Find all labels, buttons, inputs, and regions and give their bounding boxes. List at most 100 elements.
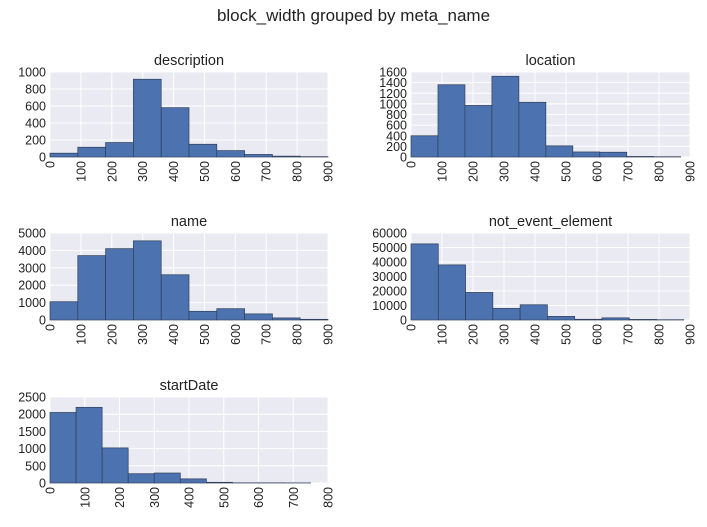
x-tick-label: 100: [78, 487, 92, 508]
y-tick-label: 0: [39, 477, 46, 491]
x-tick-label: 100: [436, 161, 450, 182]
y-tick-label: 2500: [18, 391, 46, 405]
y-tick-label: 20000: [372, 285, 407, 299]
histogram-bar: [492, 308, 521, 321]
x-tick-label: 100: [436, 324, 450, 345]
x-tick-label: 900: [684, 161, 698, 182]
x-tick-label: 800: [291, 324, 305, 345]
x-tick-label: 400: [529, 324, 543, 345]
y-tick-label: 4000: [18, 244, 46, 258]
x-tick-label: 100: [74, 161, 88, 182]
y-tick-label: 1000: [18, 66, 46, 80]
y-tick-label: 1000: [18, 442, 46, 456]
x-tick-label: 600: [229, 161, 243, 182]
y-tick-label: 400: [386, 129, 407, 143]
subplot-title: description: [154, 53, 224, 69]
histogram-bar: [216, 308, 245, 321]
y-tick-label: 1500: [18, 425, 46, 439]
y-tick-label: 40000: [372, 256, 407, 270]
x-tick-label: 500: [198, 324, 212, 345]
histogram-bar: [49, 301, 79, 321]
subplot-title: name: [171, 214, 207, 230]
y-tick-label: 1000: [379, 97, 407, 111]
histogram-bar: [244, 313, 273, 321]
histogram-bar: [160, 274, 190, 321]
histogram-bar: [410, 135, 439, 158]
x-tick-label: 200: [105, 161, 119, 182]
y-tick-label: 0: [400, 151, 407, 165]
histogram-bar: [272, 317, 301, 321]
y-tick-label: 0: [39, 151, 46, 165]
histogram-bar: [464, 105, 493, 158]
subplot-title: location: [526, 53, 576, 69]
x-tick-label: 900: [322, 324, 336, 345]
histogram-bar: [574, 318, 603, 321]
y-tick-label: 200: [386, 140, 407, 154]
y-tick-label: 1000: [18, 296, 46, 310]
x-tick-label: 300: [498, 161, 512, 182]
histogram-bar: [127, 473, 155, 484]
histogram-bar: [545, 145, 574, 158]
histogram-bar: [77, 146, 106, 158]
subplot-4: startDate 0 500 1000 1500 2000 2500 0 100 200 300 4…: [18, 378, 335, 508]
y-tick-label: 50000: [372, 241, 407, 255]
x-tick-label: 600: [591, 324, 605, 345]
y-tick-label: 800: [386, 108, 407, 122]
x-tick-label: 300: [136, 161, 150, 182]
x-tick-label: 0: [405, 161, 419, 168]
y-tick-label: 600: [386, 119, 407, 133]
y-tick-label: 200: [25, 134, 46, 148]
x-tick-label: 300: [148, 487, 162, 508]
x-tick-label: 200: [467, 324, 481, 345]
x-tick-label: 500: [560, 324, 574, 345]
x-tick-label: 400: [183, 487, 197, 508]
x-tick-label: 900: [684, 324, 698, 345]
histogram-bar: [188, 310, 218, 321]
histogram-bar: [105, 142, 134, 158]
x-tick-label: 0: [44, 324, 58, 331]
histogram-bar: [628, 319, 657, 321]
x-tick-label: 0: [405, 324, 419, 331]
histogram-bar: [244, 154, 273, 158]
histogram-bar: [519, 304, 548, 321]
x-tick-label: 500: [217, 487, 231, 508]
x-tick-label: 200: [467, 161, 481, 182]
y-tick-label: 1400: [379, 76, 407, 90]
y-tick-label: 500: [25, 459, 46, 473]
y-tick-label: 0: [400, 314, 407, 328]
x-tick-label: 100: [74, 324, 88, 345]
y-tick-label: 2000: [18, 279, 46, 293]
subplot-0: description 0 200 400 600 800 1000 0 100 200 300 40…: [18, 53, 335, 182]
x-tick-label: 200: [105, 324, 119, 345]
y-tick-label: 0: [39, 314, 46, 328]
y-tick-label: 10000: [372, 299, 407, 313]
histogram-bar: [491, 75, 520, 158]
histogram-bar: [216, 150, 245, 158]
subplot-title: startDate: [160, 378, 219, 394]
histogram-bar: [206, 481, 233, 484]
x-tick-label: 700: [260, 324, 274, 345]
subplot-title: not_event_element: [489, 214, 612, 230]
histogram-bar: [49, 152, 79, 158]
histogram-bar: [599, 151, 628, 158]
x-tick-label: 300: [136, 324, 150, 345]
histogram-bar: [437, 84, 466, 158]
y-tick-label: 600: [25, 100, 46, 114]
x-tick-label: 0: [44, 161, 58, 168]
x-tick-label: 400: [167, 324, 181, 345]
x-tick-label: 400: [529, 161, 543, 182]
x-tick-label: 600: [229, 324, 243, 345]
y-tick-label: 5000: [18, 227, 46, 241]
x-tick-label: 700: [287, 487, 301, 508]
x-tick-label: 700: [622, 161, 636, 182]
histogram-bar: [601, 317, 630, 321]
histogram-bar: [77, 255, 106, 321]
y-tick-label: 1600: [379, 66, 407, 80]
histogram-bar: [75, 406, 103, 484]
x-tick-label: 800: [653, 161, 667, 182]
histogram-bar: [272, 155, 301, 158]
histogram-bar: [572, 151, 601, 158]
y-tick-label: 400: [25, 117, 46, 131]
x-tick-label: 200: [113, 487, 127, 508]
